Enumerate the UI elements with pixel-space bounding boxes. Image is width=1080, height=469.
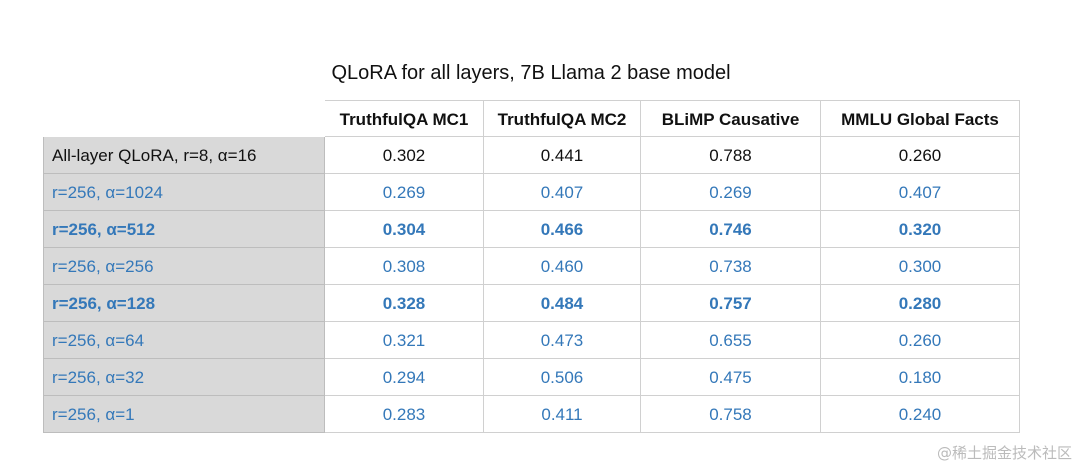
table-cell: 0.475 xyxy=(641,359,821,396)
table-cell: 0.300 xyxy=(821,248,1020,285)
table-cell: 0.407 xyxy=(821,174,1020,211)
table-cell: 0.411 xyxy=(484,396,641,433)
table-cell: 0.321 xyxy=(325,322,484,359)
table-cell: 0.283 xyxy=(325,396,484,433)
table-cell: 0.466 xyxy=(484,211,641,248)
table-cell: 0.460 xyxy=(484,248,641,285)
table-cell: 0.180 xyxy=(821,359,1020,396)
table-cell: 0.758 xyxy=(641,396,821,433)
table-title: QLoRA for all layers, 7B Llama 2 base mo… xyxy=(331,62,731,84)
column-header: TruthfulQA MC1 xyxy=(325,100,484,137)
row-label: r=256, α=128 xyxy=(43,285,325,322)
column-header: TruthfulQA MC2 xyxy=(484,100,641,137)
table-cell: 0.441 xyxy=(484,137,641,174)
table-cell: 0.788 xyxy=(641,137,821,174)
table-cell: 0.328 xyxy=(325,285,484,322)
table-cell: 0.407 xyxy=(484,174,641,211)
table-cell: 0.320 xyxy=(821,211,1020,248)
table-cell: 0.655 xyxy=(641,322,821,359)
table-cell: 0.260 xyxy=(821,322,1020,359)
row-label: r=256, α=512 xyxy=(43,211,325,248)
table-cell: 0.260 xyxy=(821,137,1020,174)
row-label: r=256, α=64 xyxy=(43,322,325,359)
table-cell: 0.304 xyxy=(325,211,484,248)
table-cell: 0.269 xyxy=(325,174,484,211)
table-cell: 0.738 xyxy=(641,248,821,285)
row-label: r=256, α=256 xyxy=(43,248,325,285)
table-cell: 0.308 xyxy=(325,248,484,285)
table-cell: 0.294 xyxy=(325,359,484,396)
table-cell: 0.484 xyxy=(484,285,641,322)
column-header: MMLU Global Facts xyxy=(821,100,1020,137)
table-cell: 0.269 xyxy=(641,174,821,211)
column-header: BLiMP Causative xyxy=(641,100,821,137)
table-cell: 0.757 xyxy=(641,285,821,322)
row-label: r=256, α=32 xyxy=(43,359,325,396)
table-cell: 0.746 xyxy=(641,211,821,248)
table-cell: 0.302 xyxy=(325,137,484,174)
row-label: All-layer QLoRA, r=8, α=16 xyxy=(43,137,325,174)
table-cell: 0.240 xyxy=(821,396,1020,433)
row-label: r=256, α=1024 xyxy=(43,174,325,211)
table-cell: 0.280 xyxy=(821,285,1020,322)
row-label: r=256, α=1 xyxy=(43,396,325,433)
watermark: @稀土掘金技术社区 xyxy=(936,444,1072,462)
table-cell: 0.506 xyxy=(484,359,641,396)
table-cell: 0.473 xyxy=(484,322,641,359)
